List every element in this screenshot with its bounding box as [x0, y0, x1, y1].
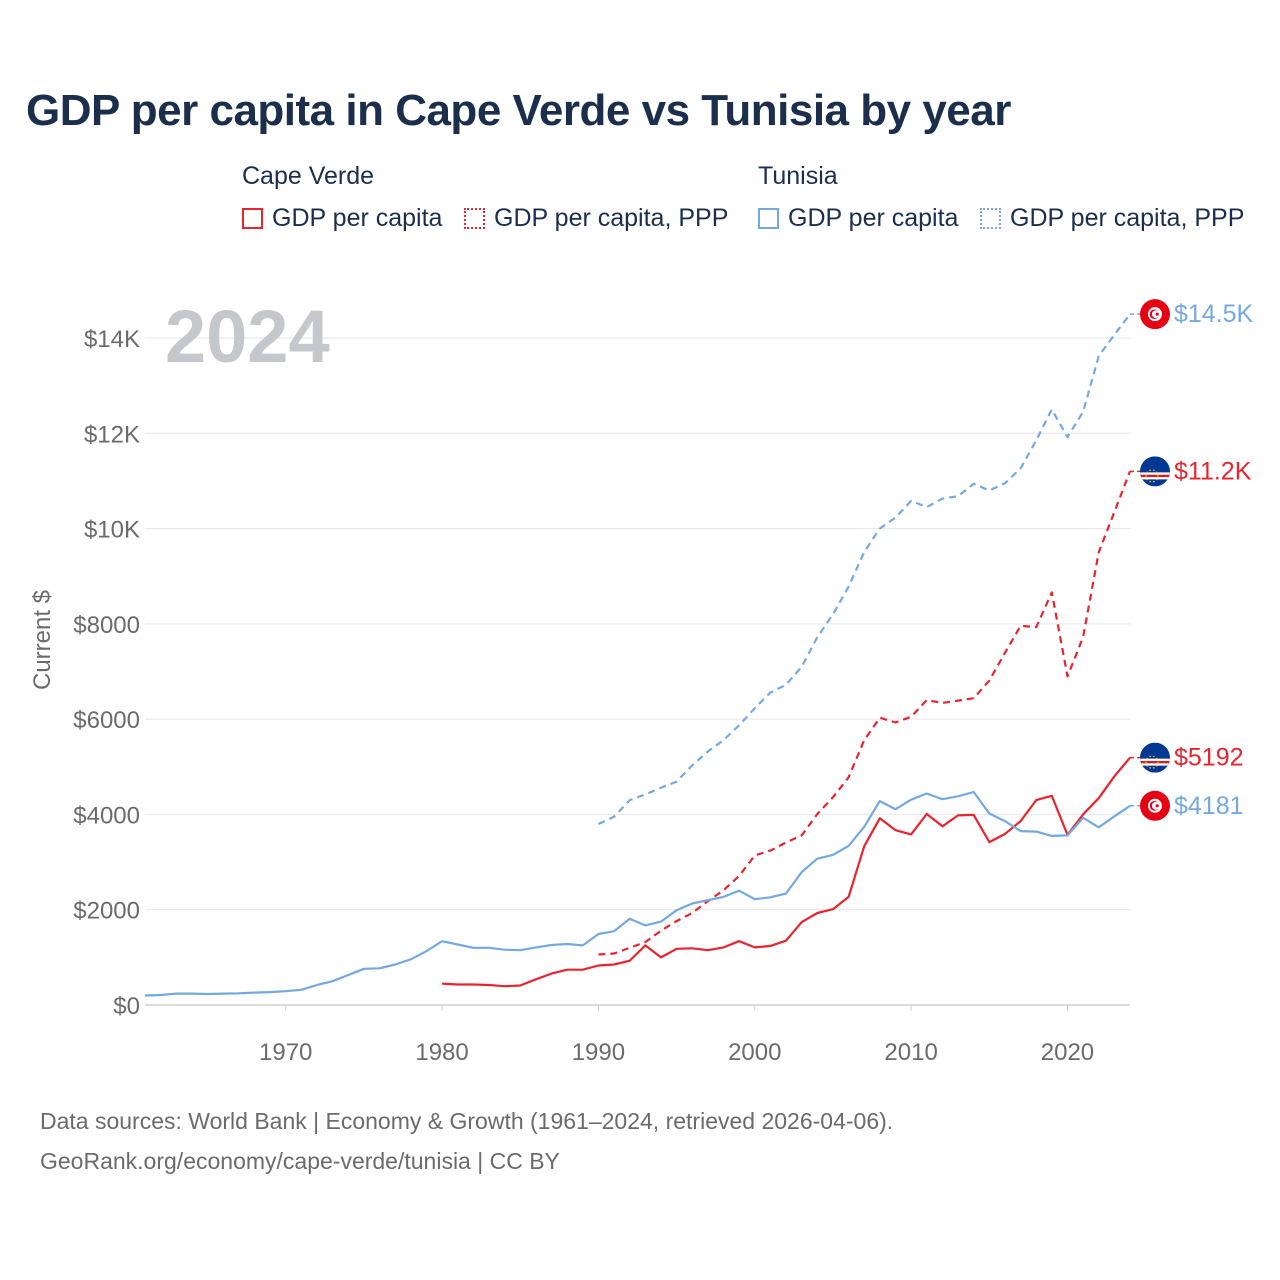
x-tick-label: 1980 [415, 1039, 468, 1066]
tunisia-flag-icon [1140, 299, 1170, 330]
y-axis-label: Current $ [29, 590, 56, 690]
y-tick-label: $12K [84, 421, 140, 448]
end-value-label: $11.2K [1174, 457, 1252, 485]
legend-swatch-dotted-blue [980, 208, 1001, 229]
end-value-label: $5192 [1174, 744, 1244, 772]
legend-group-cape-verde: Cape Verde [242, 162, 375, 190]
cape-verde-flag-icon [1140, 456, 1170, 487]
chart-title: GDP per capita in Cape Verde vs Tunisia … [26, 86, 1011, 135]
legend-item-cape-verde-gdp[interactable]: GDP per capita [242, 204, 442, 233]
year-watermark: 2024 [165, 295, 330, 378]
cape-verde-flag-icon [1140, 742, 1170, 773]
legend-label: GDP per capita [272, 204, 443, 232]
y-tick-label: $10K [84, 517, 140, 544]
footer-link[interactable]: GeoRank.org/economy/cape-verde/tunisia |… [40, 1148, 560, 1174]
legend-item-tunisia-gdp[interactable]: GDP per capita [758, 204, 958, 233]
legend-label: GDP per capita [788, 204, 959, 232]
x-tick-label: 1970 [259, 1039, 312, 1066]
x-tick-label: 2010 [884, 1039, 937, 1066]
series-line-0[interactable] [597, 313, 1131, 825]
y-tick-label: $8000 [73, 612, 140, 639]
end-value-label: $14.5K [1174, 300, 1254, 328]
x-tick-label: 2020 [1041, 1039, 1094, 1066]
legend-swatch-solid-red [242, 208, 263, 229]
x-tick-label: 1990 [572, 1039, 625, 1066]
y-tick-label: $6000 [73, 707, 140, 734]
end-value-label: $4181 [1174, 792, 1244, 820]
y-tick-label: $14K [84, 326, 140, 353]
legend-group-tunisia: Tunisia [758, 162, 838, 190]
series-line-3[interactable] [144, 790, 1131, 997]
legend-swatch-solid-blue [758, 208, 779, 229]
footer-source: Data sources: World Bank | Economy & Gro… [40, 1108, 894, 1134]
legend-item-cape-verde-gdp-ppp[interactable]: GDP per capita, PPP [464, 204, 728, 233]
legend-label: GDP per capita, PPP [1010, 204, 1245, 232]
series-line-1[interactable] [598, 471, 1132, 956]
y-tick-label: $2000 [73, 898, 140, 925]
y-tick-label: $0 [113, 993, 140, 1020]
legend-swatch-dotted-red [464, 208, 485, 229]
y-tick-label: $4000 [73, 802, 140, 829]
series-line-2[interactable] [442, 756, 1131, 988]
x-tick-label: 2000 [728, 1039, 781, 1066]
tunisia-flag-icon [1140, 790, 1170, 821]
legend-item-tunisia-gdp-ppp[interactable]: GDP per capita, PPP [980, 204, 1244, 233]
legend-label: GDP per capita, PPP [494, 204, 729, 232]
